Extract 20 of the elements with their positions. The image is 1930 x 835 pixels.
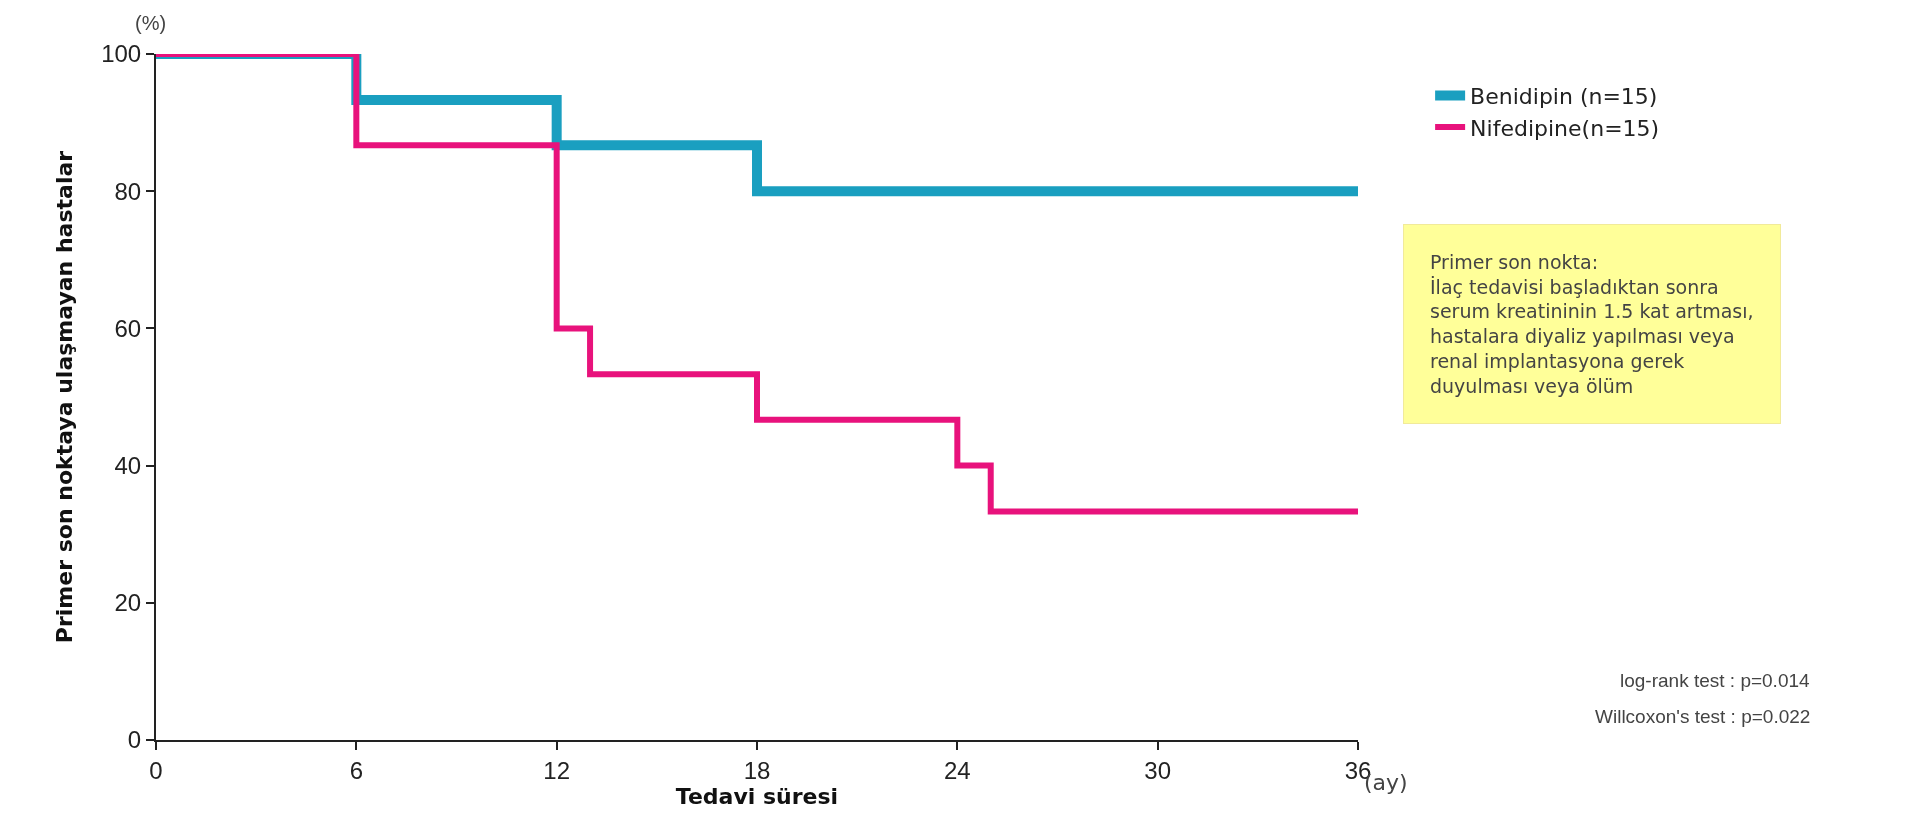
legend-label: Benidipin (n=15) (1470, 83, 1658, 109)
y-tick-label: 100 (101, 40, 142, 68)
text: (%) (135, 12, 167, 34)
legend-label: Nifedipine(n=15) (1470, 115, 1660, 141)
x-tick-label: 0 (149, 756, 163, 784)
y-axis-title: Primer son noktaya ulaşmayan hastalar (52, 150, 78, 644)
x-tick-label: 30 (1144, 756, 1172, 784)
x-axis-title: Tedavi süresi (675, 783, 839, 809)
text: Primer son nokta: İlaç tedavisi başladıktan sonra serum kreatininin 1.5 kat artması, hastalara diyaliz yapılması veya renal implantasyona gerek duyulması veya ölüm (1430, 251, 1754, 397)
y-tick-label: 20 (114, 589, 142, 617)
x-tick-label: 12 (543, 756, 571, 784)
y-tick-label: 60 (114, 314, 142, 342)
x-tick-label: 6 (349, 756, 364, 784)
y-tick-label: 0 (127, 726, 142, 754)
text: log-rank test : p=0.014 (1620, 670, 1811, 691)
x-tick-label: 18 (743, 756, 771, 784)
y-tick-label: 80 (114, 177, 142, 205)
y-tick-label: 40 (114, 452, 142, 479)
x-tick-label: 24 (943, 756, 971, 784)
text: Willcoxon's test : p=0.022 (1595, 706, 1811, 727)
